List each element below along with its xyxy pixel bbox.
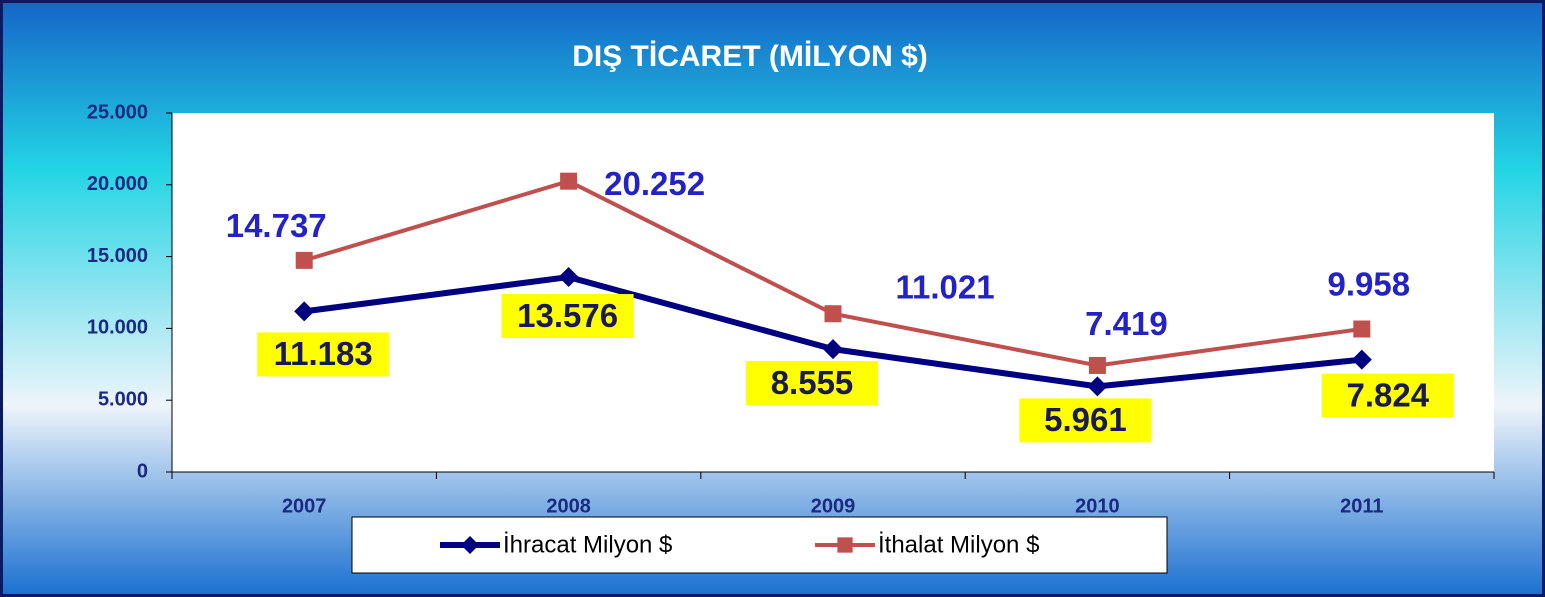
data-point (1351, 349, 1372, 370)
data-point (294, 301, 315, 322)
data-point (558, 267, 579, 288)
value-label: 7.824 (1347, 376, 1430, 413)
value-label: 11.183 (274, 335, 373, 372)
data-point (295, 251, 313, 269)
value-label-box (257, 332, 390, 377)
legend-marker (461, 536, 479, 554)
value-label-box (746, 361, 878, 406)
y-tick-label: 15.000 (87, 245, 148, 267)
value-label-box (1321, 373, 1454, 418)
y-tick-label: 0 (137, 460, 148, 482)
y-tick-label: 10.000 (87, 317, 148, 339)
plot-area (172, 113, 1494, 472)
data-point (824, 305, 842, 323)
data-point (1088, 356, 1106, 374)
x-tick-label: 2009 (811, 495, 856, 517)
data-point (1087, 376, 1108, 397)
chart-title: DIŞ TİCARET (MİLYON $) (572, 40, 928, 73)
legend-label: İthalat Milyon $ (878, 531, 1039, 558)
value-label: 20.252 (604, 165, 705, 202)
value-label: 11.021 (895, 268, 994, 305)
data-point (1353, 320, 1371, 338)
legend-label: İhracat Milyon $ (503, 531, 672, 558)
value-label: 13.576 (517, 297, 618, 334)
data-point (823, 339, 843, 360)
y-tick-label: 20.000 (87, 173, 148, 195)
y-tick-label: 5.000 (98, 388, 148, 410)
value-label-box (501, 294, 634, 339)
value-label: 7.419 (1085, 305, 1168, 342)
value-label: 8.555 (771, 364, 854, 401)
y-tick-label: 25.000 (87, 101, 148, 123)
x-tick-label: 2008 (546, 495, 591, 517)
value-label: 5.961 (1044, 401, 1127, 438)
value-label-box (1019, 398, 1152, 443)
value-label: 14.737 (226, 207, 327, 244)
legend-marker (837, 537, 853, 553)
x-tick-label: 2007 (282, 495, 327, 517)
x-tick-label: 2010 (1075, 495, 1120, 517)
value-label: 9.958 (1328, 266, 1411, 303)
x-tick-label: 2011 (1340, 495, 1383, 517)
data-point (560, 172, 578, 190)
